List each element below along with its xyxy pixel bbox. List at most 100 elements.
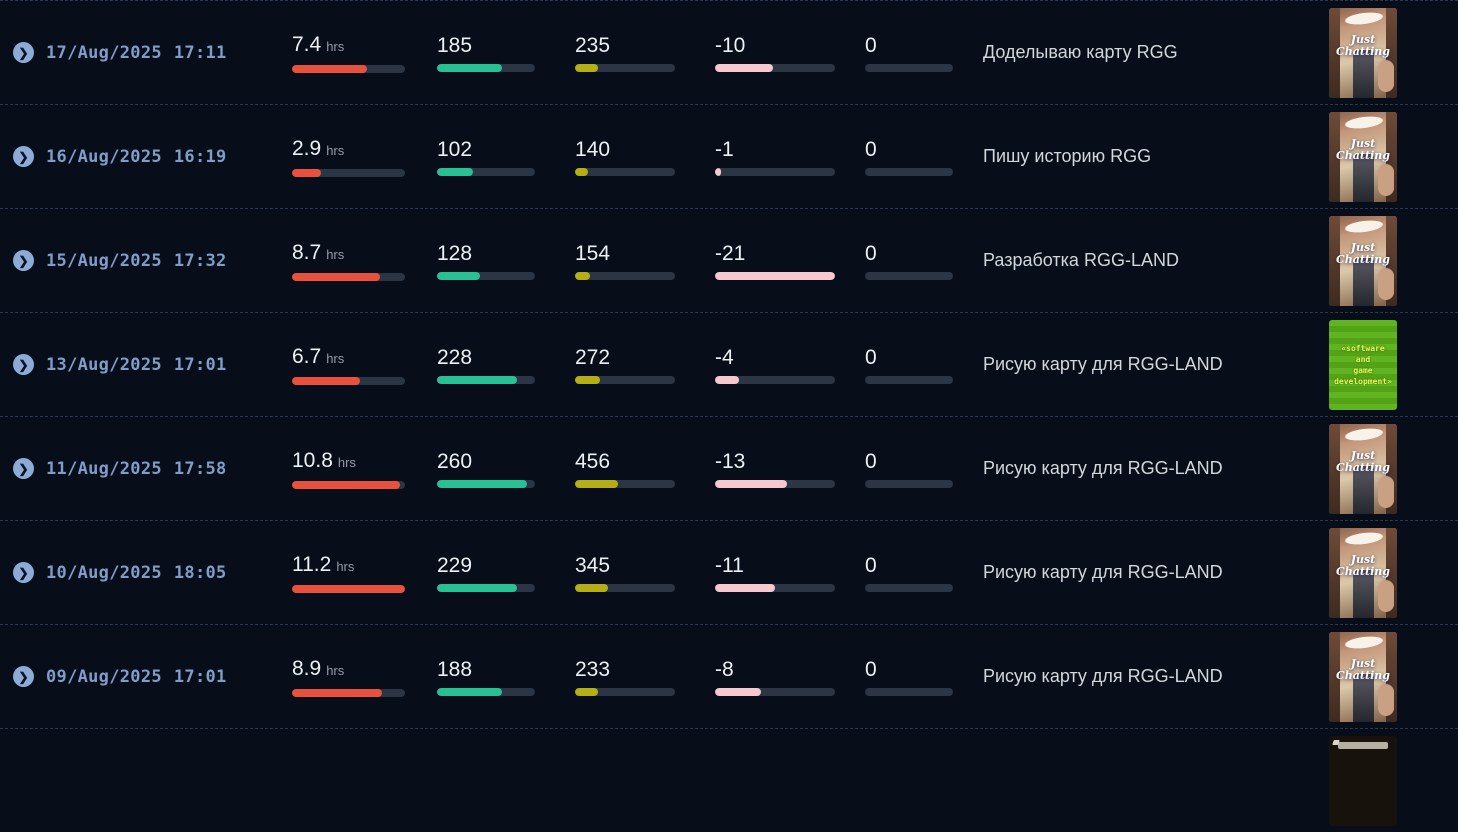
thumb-smile [1344, 426, 1384, 442]
stream-date: 13/Aug/2025 [46, 354, 162, 375]
expand-chevron-icon[interactable]: ❯ [13, 458, 34, 479]
thumb-hand [1378, 267, 1394, 300]
thumb-hair-right [1386, 111, 1397, 202]
stat-last: 0 [865, 137, 983, 176]
pink-bar-track [715, 376, 835, 384]
stat-pink: -21 [715, 241, 865, 280]
pink-bar-fill [715, 272, 835, 280]
hours-unit: hrs [326, 143, 345, 158]
stat-yellow: 140 [575, 137, 715, 176]
stream-date: 17/Aug/2025 [46, 42, 162, 63]
last-bar-track [865, 376, 953, 384]
hours-value: 7.4 [292, 33, 322, 56]
green-bar-fill [437, 584, 518, 592]
last-value: 0 [865, 138, 877, 161]
stream-datetime: 10/Aug/2025 18:05 [46, 563, 227, 583]
hours-bar-track [292, 377, 405, 385]
row-left-block: ❯ 13/Aug/2025 17:01 [0, 354, 292, 375]
stream-time: 18:05 [173, 562, 227, 583]
stat-yellow: 456 [575, 449, 715, 488]
table-row[interactable]: ❯ 13/Aug/2025 17:01 6.7 hrs 228 272 -4 0 Р… [0, 312, 1458, 416]
green-bar-track [437, 584, 535, 592]
thumb-hair-right [1386, 7, 1397, 98]
yellow-bar-track [575, 376, 675, 384]
stat-hours: 6.7 hrs [292, 344, 437, 385]
table-row[interactable]: ❯ 09/Aug/2025 17:01 8.9 hrs 188 233 -8 0 Р… [0, 624, 1458, 728]
stat-last: 0 [865, 553, 983, 592]
yellow-bar-fill [575, 480, 618, 488]
stat-pink: -10 [715, 33, 865, 72]
expand-chevron-icon[interactable]: ❯ [13, 42, 34, 63]
table-row[interactable]: ❯ 10/Aug/2025 18:05 11.2 hrs 229 345 -11 0… [0, 520, 1458, 624]
stream-time: 17:01 [173, 666, 227, 687]
thumbnail-just-chatting: Just Chatting [1329, 215, 1397, 306]
green-value: 185 [437, 34, 473, 57]
yellow-value: 345 [575, 554, 611, 577]
stat-green: 128 [437, 241, 575, 280]
expand-chevron-icon[interactable]: ❯ [13, 146, 34, 167]
green-value: 102 [437, 138, 473, 161]
stat-yellow: 154 [575, 241, 715, 280]
pink-bar-fill [715, 64, 773, 72]
thumb-hand [1378, 579, 1394, 612]
pink-bar-track [715, 584, 835, 592]
pink-value: -11 [715, 554, 744, 577]
thumb-hair-left [1329, 423, 1340, 514]
pink-bar-fill [715, 168, 721, 176]
thumb-logo-text [1338, 741, 1388, 749]
row-left-block: ❯ 16/Aug/2025 16:19 [0, 146, 292, 167]
row-left-block: ❯ 10/Aug/2025 18:05 [0, 562, 292, 583]
pink-bar-fill [715, 688, 761, 696]
expand-chevron-icon[interactable]: ❯ [13, 562, 34, 583]
table-row[interactable]: ❯ 11/Aug/2025 17:58 10.8 hrs 260 456 -13 0… [0, 416, 1458, 520]
hours-value: 10.8 [292, 449, 333, 472]
yellow-value: 235 [575, 34, 611, 57]
yellow-bar-track [575, 272, 675, 280]
table-row[interactable]: ❯ 17/Aug/2025 17:11 7.4 hrs 185 235 -10 0 … [0, 0, 1458, 104]
pink-value: -8 [715, 658, 734, 681]
stream-datetime: 13/Aug/2025 17:01 [46, 355, 227, 375]
thumb-smile [1344, 634, 1384, 650]
hours-value: 8.9 [292, 657, 322, 680]
stream-date: 15/Aug/2025 [46, 250, 162, 271]
last-value: 0 [865, 450, 877, 473]
stat-hours: 8.9 hrs [292, 656, 437, 697]
hours-unit: hrs [336, 559, 355, 574]
last-bar-track [865, 584, 953, 592]
thumbnail-just-chatting: Just Chatting [1329, 7, 1397, 98]
yellow-value: 154 [575, 242, 611, 265]
expand-chevron-icon[interactable]: ❯ [13, 666, 34, 687]
thumb-microphone [1353, 465, 1374, 514]
stat-pink: -13 [715, 449, 865, 488]
expand-chevron-icon[interactable]: ❯ [13, 354, 34, 375]
stat-green: 260 [437, 449, 575, 488]
thumb-hand [1378, 475, 1394, 508]
stat-yellow: 233 [575, 657, 715, 696]
pink-bar-track [715, 272, 835, 280]
green-bar-fill [437, 168, 474, 176]
thumb-microphone [1353, 49, 1374, 98]
expand-chevron-icon[interactable]: ❯ [13, 250, 34, 271]
dev-thumb-line: game [1353, 365, 1373, 375]
stat-green: 185 [437, 33, 575, 72]
thumb-hair-right [1386, 631, 1397, 722]
green-bar-fill [437, 376, 518, 384]
table-row[interactable]: ❯ 16/Aug/2025 16:19 2.9 hrs 102 140 -1 0 П… [0, 104, 1458, 208]
hours-unit: hrs [326, 247, 345, 262]
table-row[interactable]: ❯ 15/Aug/2025 17:32 8.7 hrs 128 154 -21 0 … [0, 208, 1458, 312]
hours-bar-track [292, 65, 405, 73]
stat-green: 102 [437, 137, 575, 176]
stat-last: 0 [865, 33, 983, 72]
last-bar-track [865, 168, 953, 176]
green-value: 228 [437, 346, 473, 369]
hours-unit: hrs [337, 455, 356, 470]
yellow-bar-fill [575, 376, 600, 384]
stream-datetime: 09/Aug/2025 17:01 [46, 667, 227, 687]
thumb-just-chatting-label: Just Chatting [1336, 136, 1390, 162]
hours-bar-track [292, 689, 405, 697]
dev-thumb-line: development» [1334, 376, 1392, 386]
stream-datetime: 16/Aug/2025 16:19 [46, 147, 227, 167]
green-value: 128 [437, 242, 473, 265]
green-bar-track [437, 272, 535, 280]
last-value: 0 [865, 658, 877, 681]
